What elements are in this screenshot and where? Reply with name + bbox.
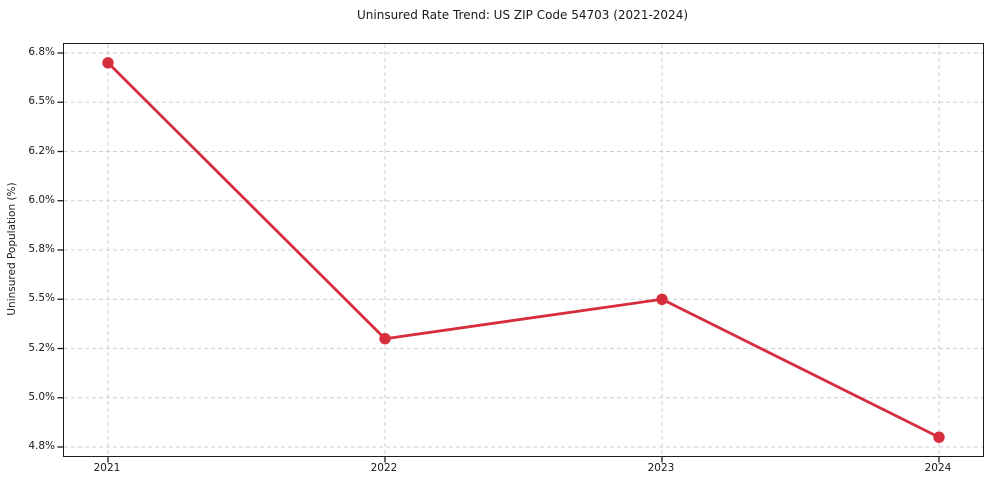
trend-line xyxy=(106,61,941,439)
x-tick-label: 2022 xyxy=(370,462,398,474)
y-tick-label: 5.2% xyxy=(28,341,55,354)
y-tick-label: 6.0% xyxy=(28,193,55,206)
y-tick-label: 6.8% xyxy=(28,46,55,58)
y-tick-label: 5.0% xyxy=(28,390,55,403)
data-point-2023 xyxy=(656,293,668,305)
data-point-2021 xyxy=(102,57,114,69)
y-tick-label: 4.8% xyxy=(28,440,55,452)
x-tick-label: 2024 xyxy=(924,462,952,474)
chart-title: Uninsured Rate Trend: US ZIP Code 54703 … xyxy=(356,8,689,22)
line-chart-canvas xyxy=(57,44,983,463)
data-point-2024 xyxy=(933,431,945,443)
y-tick-label: 6.2% xyxy=(28,144,55,157)
y-tick-label: 6.5% xyxy=(28,95,55,108)
x-tick-label: 2021 xyxy=(93,462,121,474)
data-point-2022 xyxy=(379,333,391,345)
y-tick-label: 5.5% xyxy=(28,292,55,305)
plot-area xyxy=(57,43,984,463)
x-tick-label: 2023 xyxy=(647,462,675,474)
y-tick-label: 5.8% xyxy=(28,243,55,255)
